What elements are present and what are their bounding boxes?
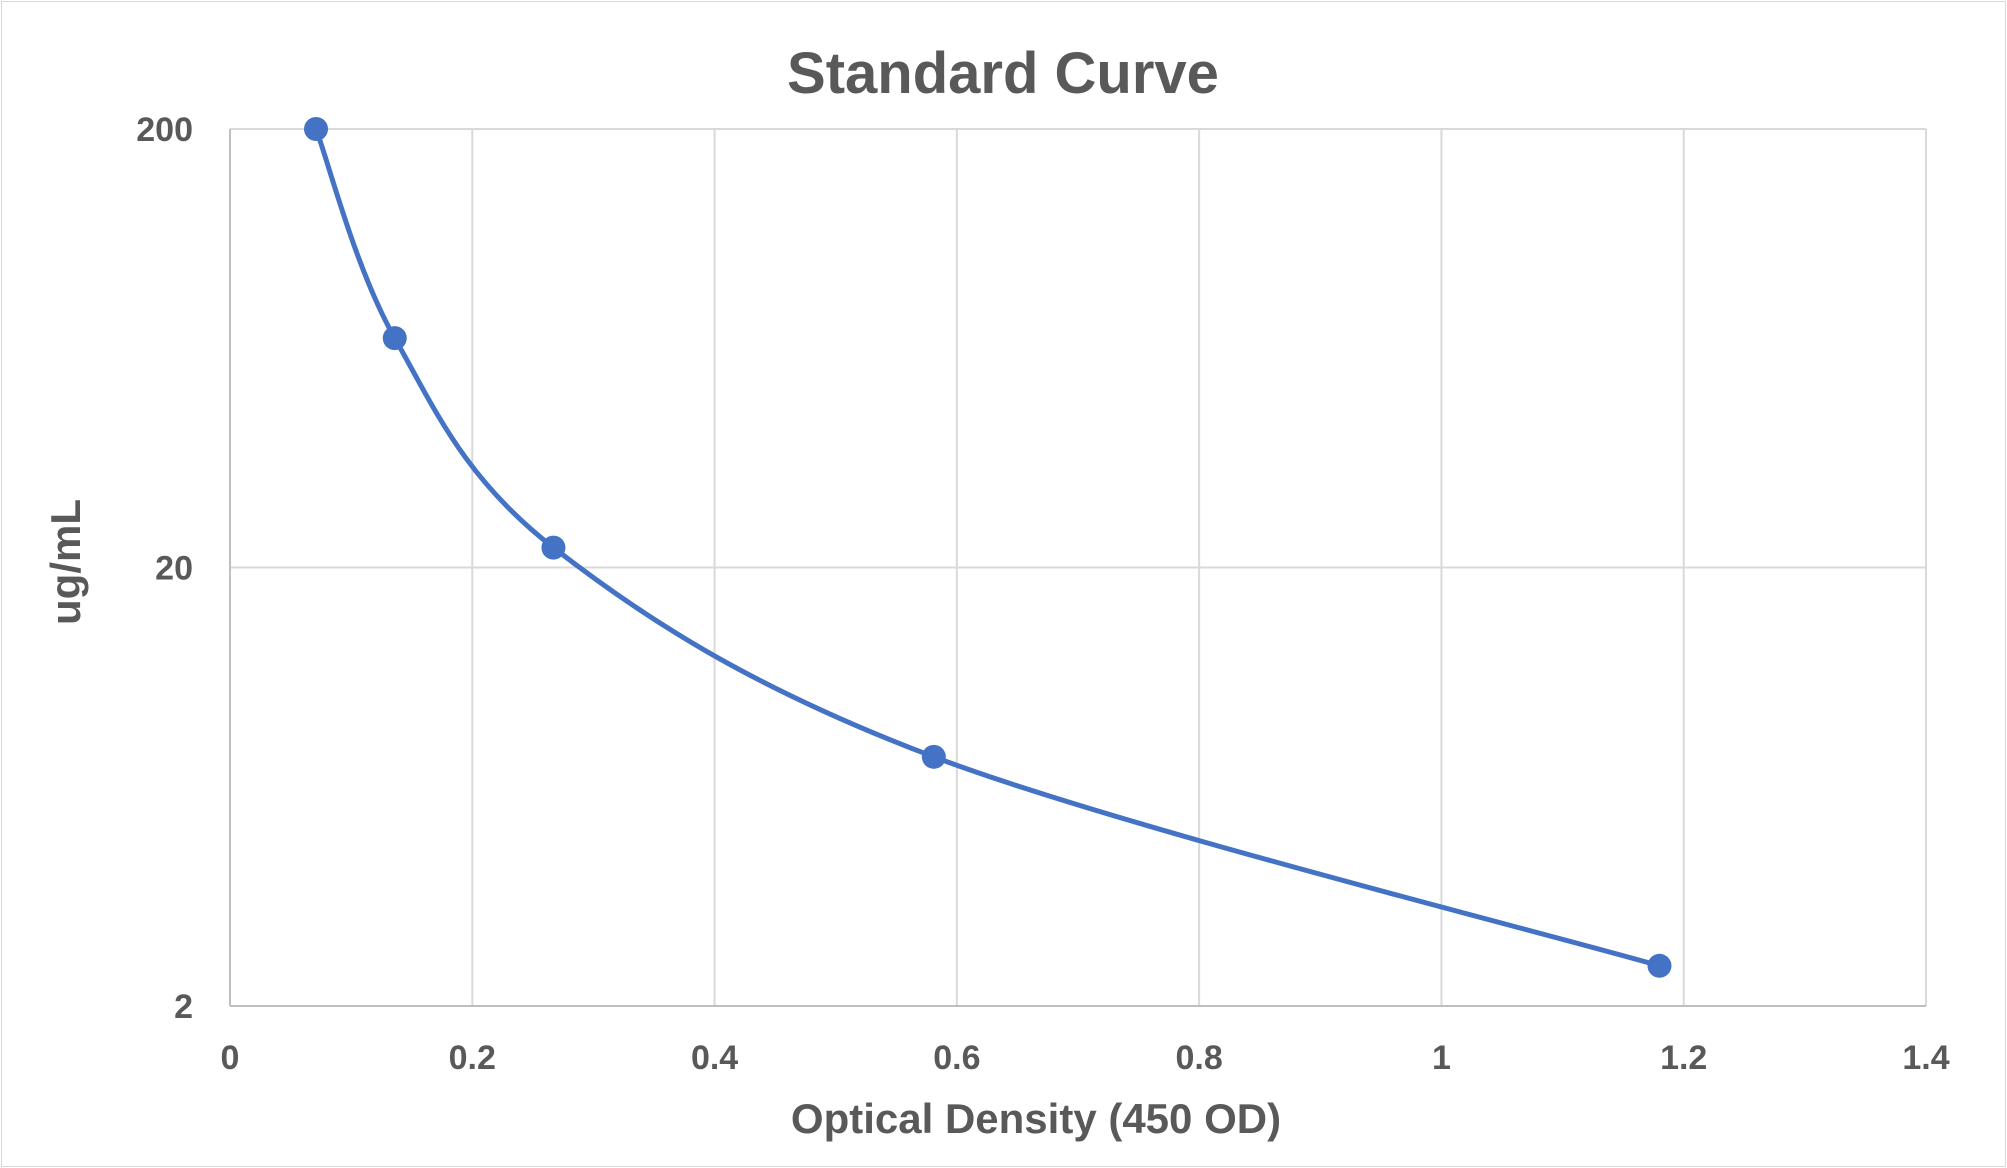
data-point-3 (541, 535, 566, 560)
y-tick-label: 2 (174, 988, 193, 1026)
y-tick-label: 200 (136, 111, 193, 149)
data-point-1 (304, 117, 329, 141)
y-axis-label: ug/mL (42, 499, 89, 625)
data-point-5 (1647, 953, 1672, 978)
data-point-2 (382, 326, 407, 351)
x-tick-labels: 0 0.2 0.4 0.6 0.8 1 1.2 1.4 (221, 1039, 1950, 1077)
x-tick-label: 0.2 (449, 1039, 496, 1077)
grid-lines (230, 128, 1927, 1006)
axes (229, 129, 1926, 1007)
series-line (313, 126, 1662, 969)
y-tick-labels: 2 20 200 (136, 111, 193, 1026)
x-tick-label: 1.4 (1902, 1039, 1949, 1077)
x-tick-label: 1 (1432, 1039, 1451, 1077)
x-axis-label: Optical Density (450 OD) (791, 1095, 1281, 1142)
data-points (304, 117, 1672, 978)
data-point-4 (921, 744, 946, 769)
x-tick-label: 0.6 (933, 1039, 980, 1077)
x-tick-label: 0 (221, 1039, 240, 1077)
x-tick-label: 1.2 (1660, 1039, 1707, 1077)
chart-title: Standard Curve (787, 41, 1219, 106)
y-tick-label: 20 (155, 550, 193, 588)
x-tick-label: 0.8 (1176, 1039, 1223, 1077)
x-tick-label: 0.4 (691, 1039, 738, 1077)
